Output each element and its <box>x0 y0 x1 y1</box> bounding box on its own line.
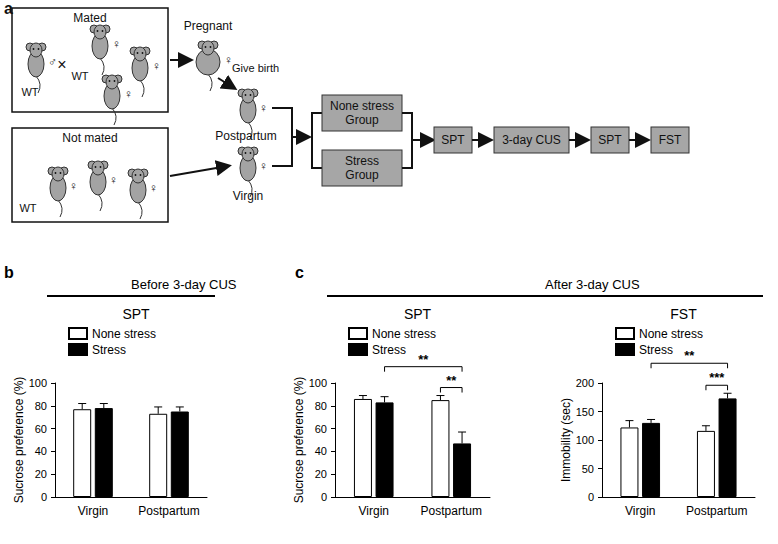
svg-text:None stress: None stress <box>330 99 394 113</box>
svg-text:3-day CUS: 3-day CUS <box>502 133 561 147</box>
svg-text:0: 0 <box>41 491 47 503</box>
svg-text:a: a <box>4 0 13 17</box>
svg-text:Mated: Mated <box>73 11 106 25</box>
svg-text:Stress: Stress <box>639 343 673 357</box>
svg-text:60: 60 <box>315 423 327 435</box>
svg-text:Virgin: Virgin <box>359 504 389 518</box>
svg-text:WT: WT <box>21 86 38 98</box>
svg-text:c: c <box>295 264 304 281</box>
svg-text:♀: ♀ <box>109 173 118 187</box>
svg-text:***: *** <box>709 370 725 385</box>
svg-text:Virgin: Virgin <box>625 504 655 518</box>
svg-text:None stress: None stress <box>372 327 436 341</box>
svg-text:WT: WT <box>19 202 36 214</box>
svg-text:None stress: None stress <box>92 327 156 341</box>
svg-text:♀: ♀ <box>259 159 268 173</box>
svg-text:100: 100 <box>576 434 594 446</box>
svg-text:♀: ♀ <box>149 181 158 195</box>
svg-text:**: ** <box>446 373 457 388</box>
svg-text:Stress: Stress <box>345 154 379 168</box>
svg-text:♀: ♀ <box>152 59 161 73</box>
svg-text:Virgin: Virgin <box>233 189 263 203</box>
svg-text:200: 200 <box>576 377 594 389</box>
svg-text:100: 100 <box>309 377 327 389</box>
svg-text:♀: ♀ <box>259 101 268 115</box>
svg-text:100: 100 <box>29 377 47 389</box>
svg-text:Before 3-day CUS: Before 3-day CUS <box>131 277 237 292</box>
svg-text:b: b <box>4 264 14 281</box>
svg-text:♀: ♀ <box>124 87 133 101</box>
svg-text:Sucrose preference (%): Sucrose preference (%) <box>292 377 306 504</box>
svg-text:Virgin: Virgin <box>78 504 108 518</box>
svg-text:Stress: Stress <box>372 343 406 357</box>
svg-text:**: ** <box>684 348 695 363</box>
svg-text:80: 80 <box>315 400 327 412</box>
svg-text:Sucrose preference (%): Sucrose preference (%) <box>12 377 26 504</box>
svg-text:150: 150 <box>576 406 594 418</box>
svg-text:♂: ♂ <box>48 55 57 69</box>
svg-text:0: 0 <box>588 491 594 503</box>
svg-text:WT: WT <box>71 70 88 82</box>
svg-text:60: 60 <box>35 423 47 435</box>
svg-text:20: 20 <box>35 468 47 480</box>
svg-text:FST: FST <box>670 306 697 322</box>
svg-text:♀: ♀ <box>112 37 121 51</box>
svg-text:SPT: SPT <box>404 306 432 322</box>
svg-text:Stress: Stress <box>92 343 126 357</box>
svg-text:SPT: SPT <box>441 133 465 147</box>
svg-text:SPT: SPT <box>598 133 622 147</box>
svg-text:40: 40 <box>315 445 327 457</box>
svg-text:Not mated: Not mated <box>62 131 117 145</box>
svg-text:80: 80 <box>35 400 47 412</box>
svg-text:Group: Group <box>345 168 379 182</box>
svg-text:♀: ♀ <box>224 53 233 67</box>
svg-text:None stress: None stress <box>639 327 703 341</box>
svg-text:40: 40 <box>35 445 47 457</box>
svg-text:×: × <box>57 56 66 73</box>
svg-text:SPT: SPT <box>122 306 150 322</box>
svg-text:50: 50 <box>582 463 594 475</box>
svg-text:20: 20 <box>315 468 327 480</box>
svg-text:Postpartum: Postpartum <box>215 129 276 143</box>
svg-text:Pregnant: Pregnant <box>184 19 233 33</box>
svg-text:After 3-day CUS: After 3-day CUS <box>545 277 640 292</box>
svg-text:0: 0 <box>321 491 327 503</box>
svg-text:Give birth: Give birth <box>232 62 279 74</box>
svg-text:**: ** <box>418 352 429 367</box>
svg-text:♀: ♀ <box>69 179 78 193</box>
svg-text:Postpartum: Postpartum <box>421 504 482 518</box>
svg-text:FST: FST <box>659 133 682 147</box>
svg-text:Postpartum: Postpartum <box>686 504 747 518</box>
svg-text:Group: Group <box>345 113 379 127</box>
svg-text:Postpartum: Postpartum <box>138 504 199 518</box>
svg-text:Immobility (sec): Immobility (sec) <box>559 398 573 482</box>
